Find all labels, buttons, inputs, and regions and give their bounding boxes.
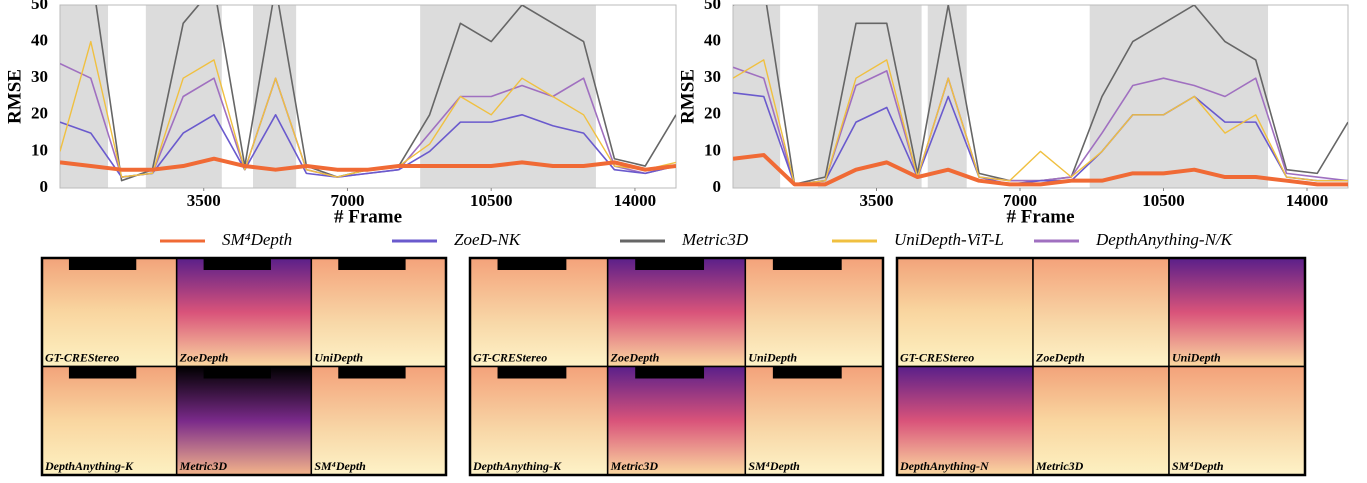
- image-label: Metric3D: [1035, 459, 1084, 473]
- series-line: [60, 114, 676, 178]
- plot-frame: [59, 4, 677, 189]
- legend-label: UniDepth-ViT-L: [894, 230, 1004, 249]
- x-tick-label: 3500: [860, 191, 894, 210]
- y-tick-label: 0: [713, 177, 722, 196]
- y-tick-label: 0: [40, 177, 49, 196]
- y-tick-label: 30: [704, 67, 721, 86]
- x-tick-label: 3500: [187, 191, 221, 210]
- x-axis-label: # Frame: [334, 206, 402, 227]
- panel-border: [468, 256, 885, 477]
- sky-mask: [203, 366, 271, 379]
- depth-image: [1168, 257, 1306, 368]
- y-tick-label: 20: [31, 104, 48, 123]
- x-tick-label: 10500: [1142, 191, 1185, 210]
- series-group: [733, 5, 1348, 187]
- shaded-region: [1089, 5, 1269, 188]
- legend-label: ZoeD-NK: [454, 230, 522, 249]
- legend-label: SM⁴Depth: [222, 230, 292, 249]
- depth-image: [1032, 365, 1170, 476]
- panel-border: [895, 256, 1307, 477]
- x-tick-label: 10500: [470, 191, 513, 210]
- sky-mask: [203, 258, 271, 270]
- depth-image: [175, 365, 313, 476]
- image-label: SM⁴Depth: [314, 459, 366, 473]
- depth-image: [1168, 365, 1306, 476]
- image-label: DepthAnything-N: [899, 459, 990, 473]
- y-tick-label: 30: [31, 67, 48, 86]
- sky-mask: [338, 366, 406, 379]
- image-label: UniDepth: [314, 350, 363, 364]
- depth-image: [469, 365, 609, 476]
- image-label: DepthAnything-K: [44, 459, 134, 473]
- image-label: SM⁴Depth: [748, 459, 800, 473]
- series-line: [60, 156, 676, 172]
- x-tick-label: 14000: [1286, 191, 1329, 210]
- image-label: SM⁴Depth: [1172, 459, 1224, 473]
- sky-mask: [772, 258, 842, 270]
- shaded-region: [927, 5, 967, 188]
- series-line: [733, 92, 1348, 186]
- image-label: GT-CREStereo: [473, 350, 547, 364]
- panel-border: [40, 256, 448, 477]
- y-tick-label: 20: [704, 104, 721, 123]
- shaded-region: [253, 5, 297, 188]
- sky-mask: [68, 366, 137, 379]
- series-group: [60, 5, 676, 182]
- image-label: Metric3D: [179, 459, 228, 473]
- depth-image: [1032, 257, 1170, 368]
- depth-image: [606, 365, 747, 476]
- sky-mask: [338, 258, 406, 270]
- image-label: ZoeDepth: [179, 350, 229, 364]
- sky-mask: [635, 258, 705, 270]
- depth-image: [744, 257, 884, 368]
- y-tick-label: 50: [704, 0, 721, 13]
- sky-mask: [68, 258, 137, 270]
- image-label: GT-CREStereo: [45, 350, 119, 364]
- depth-image: [469, 257, 609, 368]
- depth-image: [310, 365, 447, 476]
- x-tick-label: 14000: [614, 191, 657, 210]
- series-line: [733, 153, 1348, 187]
- x-axis-label: # Frame: [1006, 206, 1074, 227]
- y-tick-label: 50: [31, 0, 48, 13]
- plot-frame: [732, 4, 1349, 189]
- image-label: ZoeDepth: [610, 350, 660, 364]
- image-label: UniDepth: [748, 350, 797, 364]
- depth-image: [310, 257, 447, 368]
- y-axis-label: RMSE: [677, 69, 698, 124]
- shaded-region: [817, 5, 922, 188]
- image-label: ZoeDepth: [1035, 350, 1085, 364]
- y-tick-label: 10: [31, 140, 48, 159]
- y-tick-label: 40: [31, 31, 48, 50]
- y-tick-label: 40: [704, 31, 721, 50]
- legend-label: Metric3D: [681, 230, 749, 249]
- image-label: GT-CREStereo: [900, 350, 974, 364]
- depth-image: [896, 257, 1034, 368]
- series-line: [733, 59, 1348, 186]
- depth-image: [175, 257, 313, 368]
- image-label: UniDepth: [1172, 350, 1221, 364]
- legend-label: DepthAnything-N/K: [1095, 230, 1234, 249]
- image-label: Metric3D: [610, 459, 659, 473]
- sky-mask: [497, 258, 567, 270]
- x-tick-label: 7000: [330, 191, 364, 210]
- y-tick-label: 10: [704, 140, 721, 159]
- y-axis-label: RMSE: [4, 69, 25, 124]
- shaded-region: [420, 5, 596, 188]
- depth-image: [41, 365, 178, 476]
- sky-mask: [635, 366, 705, 379]
- sky-mask: [772, 366, 842, 379]
- image-label: DepthAnything-K: [472, 459, 562, 473]
- sky-mask: [497, 366, 567, 379]
- x-tick-label: 7000: [1003, 191, 1037, 210]
